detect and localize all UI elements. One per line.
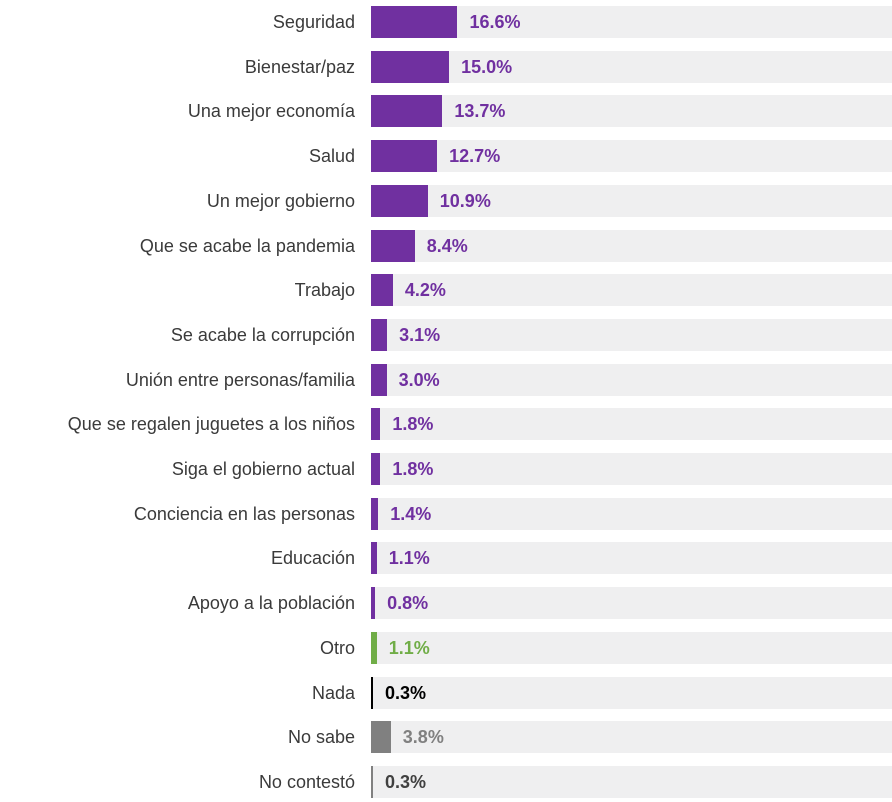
value-label: 0.8% [387, 593, 429, 614]
category-label: Apoyo a la población [187, 593, 355, 614]
category-label: Otro [319, 637, 355, 658]
bar-row: Se acabe la corrupción 3.1% [0, 318, 892, 351]
bar-row: Apoyo a la población 0.8% [0, 587, 892, 620]
bar-row: Bienestar/paz 15.0% [0, 50, 892, 83]
bar [371, 318, 388, 351]
bar [371, 676, 373, 709]
bar-track [371, 408, 892, 441]
value-label: 0.3% [385, 682, 427, 703]
bar-row: Otro 1.1% [0, 631, 892, 664]
bar [371, 587, 376, 620]
category-label: Que se acabe la pandemia [139, 235, 355, 256]
bar-track [371, 587, 892, 620]
bar [371, 497, 379, 530]
bar-row: No sabe 3.8% [0, 721, 892, 754]
bar [371, 453, 381, 485]
category-label: Que se regalen juguetes a los niños [67, 414, 355, 435]
bar-row: Seguridad 16.6% [0, 6, 892, 38]
category-label: Una mejor economía [187, 101, 355, 122]
bar-track [371, 542, 892, 575]
value-label: 0.3% [385, 771, 427, 792]
category-label: Siga el gobierno actual [171, 459, 355, 479]
bar-row: Unión entre personas/familia 3.0% [0, 363, 892, 396]
category-label: No contestó [258, 771, 355, 792]
category-label: Educación [270, 548, 355, 569]
bar-row: Que se acabe la pandemia 8.4% [0, 229, 892, 262]
bar-track [371, 229, 892, 262]
bar-track [371, 721, 892, 754]
bar [371, 95, 443, 128]
value-label: 1.4% [390, 503, 432, 524]
bar-row: Educación 1.1% [0, 542, 892, 575]
value-label: 1.8% [392, 459, 434, 479]
bar-row: No contestó 0.3% [0, 765, 892, 798]
category-label: Salud [308, 146, 355, 167]
category-label: Conciencia en las personas [133, 503, 355, 524]
bar [371, 50, 450, 83]
bar-track [371, 6, 892, 38]
bar-track [371, 453, 892, 485]
bar-track [371, 497, 892, 530]
category-label: Un mejor gobierno [206, 190, 355, 211]
category-label: Seguridad [272, 12, 355, 32]
bar-row: Una mejor economía 13.7% [0, 95, 892, 128]
bar-row: Un mejor gobierno 10.9% [0, 184, 892, 217]
bar-track [371, 140, 892, 173]
category-label: Se acabe la corrupción [170, 324, 355, 345]
bar [371, 229, 415, 262]
bar-track [371, 274, 892, 307]
bar [371, 140, 438, 173]
value-label: 1.8% [392, 414, 434, 435]
value-label: 3.0% [398, 369, 440, 390]
bar-track [371, 676, 892, 709]
bar-track [371, 50, 892, 83]
value-label: 12.7% [449, 146, 501, 167]
bar-row: Trabajo 4.2% [0, 274, 892, 307]
value-label: 13.7% [454, 101, 506, 122]
value-label: 10.9% [439, 190, 491, 211]
bar [371, 542, 377, 575]
category-label: Nada [311, 682, 355, 703]
category-label: No sabe [287, 727, 355, 748]
bar-row: Nada 0.3% [0, 676, 892, 709]
bar-row: Conciencia en las personas 1.4% [0, 497, 892, 530]
bar-track [371, 363, 892, 396]
bar [371, 631, 377, 664]
value-label: 4.2% [404, 280, 446, 301]
bar-row: Salud 12.7% [0, 140, 892, 173]
value-label: 3.1% [399, 324, 441, 345]
bar-track [371, 765, 892, 798]
value-label: 1.1% [388, 548, 430, 569]
bar [371, 274, 393, 307]
bar-row: Que se regalen juguetes a los niños 1.8% [0, 408, 892, 441]
value-label: 3.8% [402, 727, 444, 748]
bar-track [371, 318, 892, 351]
value-label: 15.0% [461, 56, 513, 77]
bar [371, 408, 381, 441]
bar [371, 363, 387, 396]
category-label: Unión entre personas/familia [125, 369, 355, 390]
bar [371, 6, 458, 38]
bar [371, 765, 373, 798]
bar-track [371, 184, 892, 217]
category-label: Bienestar/paz [244, 56, 355, 77]
category-label: Trabajo [294, 280, 355, 301]
value-label: 16.6% [469, 12, 521, 32]
bar [371, 721, 391, 754]
bar-track [371, 631, 892, 664]
bar-row: Siga el gobierno actual 1.8% [0, 453, 892, 485]
bar-track [371, 95, 892, 128]
value-label: 1.1% [388, 637, 430, 658]
value-label: 8.4% [426, 235, 468, 256]
bar [371, 184, 428, 217]
